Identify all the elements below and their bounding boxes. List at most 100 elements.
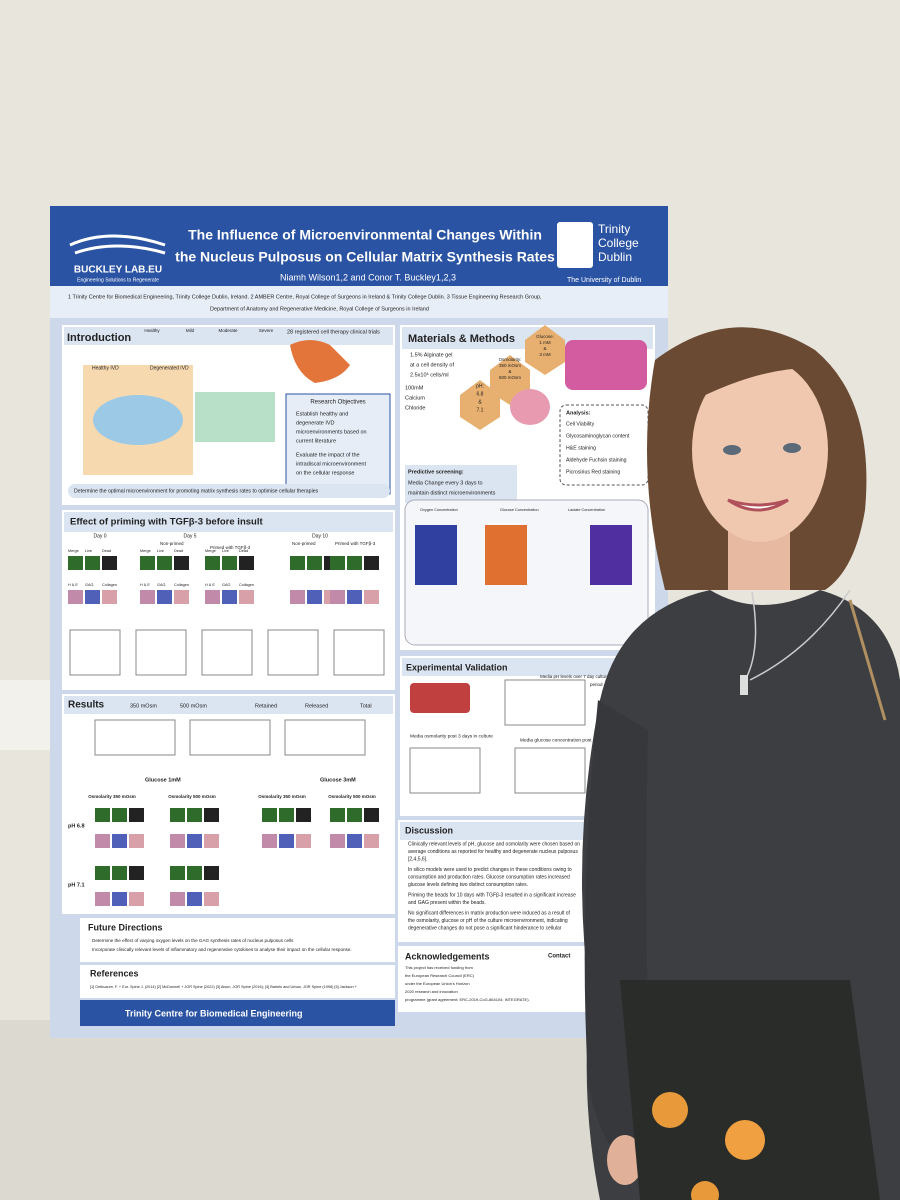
fringe	[695, 355, 835, 400]
heading-band	[400, 822, 638, 840]
label: average conditions as reported for healt…	[408, 849, 578, 855]
bar-chart	[284, 719, 366, 756]
label: Glucose 1mM	[145, 777, 181, 783]
micrograph	[174, 556, 189, 570]
label: Analysis:	[566, 410, 591, 416]
section-heading: Introduction	[67, 332, 131, 344]
micrograph	[347, 590, 362, 604]
label: Day 10	[312, 533, 328, 539]
micrograph	[112, 808, 127, 822]
label: Oxygen Concentration	[420, 508, 458, 512]
section-heading: Experimental Validation	[406, 662, 508, 672]
label: Glycosaminoglycan content	[566, 433, 630, 439]
label: Osmolarity 350 mOsm	[88, 794, 136, 799]
label: Media osmolarity post 3 days in culture	[410, 733, 493, 739]
label: Live	[157, 549, 164, 553]
label: Incorporate clinically relevant levels o…	[92, 947, 352, 952]
micrograph	[129, 808, 144, 822]
flower	[652, 1092, 688, 1128]
label: Glucose Concentration	[500, 508, 539, 512]
label: [2,4,5,6].	[408, 856, 427, 862]
label: Research Objectives	[310, 400, 365, 406]
label: the European Research Council (ERC)	[405, 973, 475, 978]
heading-band	[64, 696, 393, 714]
label: Picrosirius Red staining	[566, 469, 620, 475]
label: Osmolarity 500 mOsm	[328, 794, 376, 799]
label: No significant differences in matrix pro…	[408, 910, 571, 916]
label: Day 5	[183, 533, 196, 539]
label: Glucose 3mM	[320, 777, 356, 783]
institution: Trinity	[598, 222, 630, 236]
micrograph	[112, 892, 127, 906]
institution: College	[598, 236, 639, 250]
label: Non-primed	[292, 541, 316, 546]
label: pH 6.8	[68, 823, 85, 829]
micrograph	[129, 892, 144, 906]
label: Non-primed	[160, 541, 184, 546]
micrograph	[112, 834, 127, 848]
label: H & E	[140, 583, 150, 587]
label: GAG	[222, 583, 230, 587]
label: Establish healthy and	[296, 411, 348, 417]
micrograph	[85, 590, 100, 604]
analysis-box	[559, 404, 649, 486]
well-plate	[565, 340, 647, 390]
label: In silico models were used to predict ch…	[408, 867, 572, 873]
micrograph	[279, 808, 294, 822]
eye	[723, 445, 741, 455]
label: Healthy IVD	[92, 365, 119, 371]
hand	[607, 1135, 643, 1185]
label: 350 mOsm	[499, 363, 521, 368]
section-heading: Materials & Methods	[408, 333, 515, 345]
aim-band	[68, 484, 390, 498]
label: Priming the beads for 10 days with TGFβ-…	[408, 892, 576, 898]
panel-references	[80, 965, 395, 998]
micrograph	[222, 590, 237, 604]
label: Merge	[68, 549, 79, 553]
label: Moderate	[218, 328, 238, 333]
micrograph	[170, 892, 185, 906]
label: Predictive screening:	[408, 469, 464, 475]
micrograph	[85, 556, 100, 570]
micrograph	[102, 556, 117, 570]
label: 500 mOsm	[499, 375, 521, 380]
label: programme (grant agreement: ERC-2019-CoG…	[405, 997, 530, 1002]
micrograph	[239, 590, 254, 604]
bar-chart	[409, 747, 481, 794]
label: glucose levels defining two distinct con…	[408, 882, 528, 888]
micrograph	[95, 808, 110, 822]
label: Media pH levels over 7 day culture	[540, 674, 610, 679]
micrograph	[222, 556, 237, 570]
label: the osmolarity, glucose or pH of the cul…	[408, 918, 568, 924]
label: intradiscal microenvironment	[296, 461, 366, 467]
micrograph	[204, 834, 219, 848]
label: 28 registered cell therapy clinical tria…	[287, 329, 380, 335]
bar-chart	[135, 629, 187, 676]
micrograph	[102, 590, 117, 604]
micrograph	[187, 866, 202, 880]
micrograph	[330, 808, 345, 822]
institution: Dublin	[598, 250, 632, 264]
micrograph	[112, 866, 127, 880]
micrograph	[204, 866, 219, 880]
section-heading: Results	[68, 700, 105, 711]
heat-map	[415, 525, 457, 585]
label: degenerative changes do not pose a signi…	[408, 925, 562, 931]
micrograph	[364, 590, 379, 604]
bar-chart	[201, 629, 253, 676]
micrograph	[296, 834, 311, 848]
eye	[783, 443, 801, 453]
label: Glucose:	[536, 334, 554, 339]
label: under the European Union's Horizon	[405, 981, 470, 986]
label: 350 mOsm	[130, 703, 157, 709]
label: period	[590, 682, 603, 687]
micrograph	[364, 808, 379, 822]
panel-future	[80, 918, 395, 962]
micrograph	[296, 808, 311, 822]
poster-title: the Nucleus Pulposus on Cellular Matrix …	[175, 249, 555, 265]
micrograph	[364, 556, 379, 570]
micrograph	[187, 808, 202, 822]
label: Cell Viability	[566, 421, 595, 427]
micrograph	[204, 808, 219, 822]
